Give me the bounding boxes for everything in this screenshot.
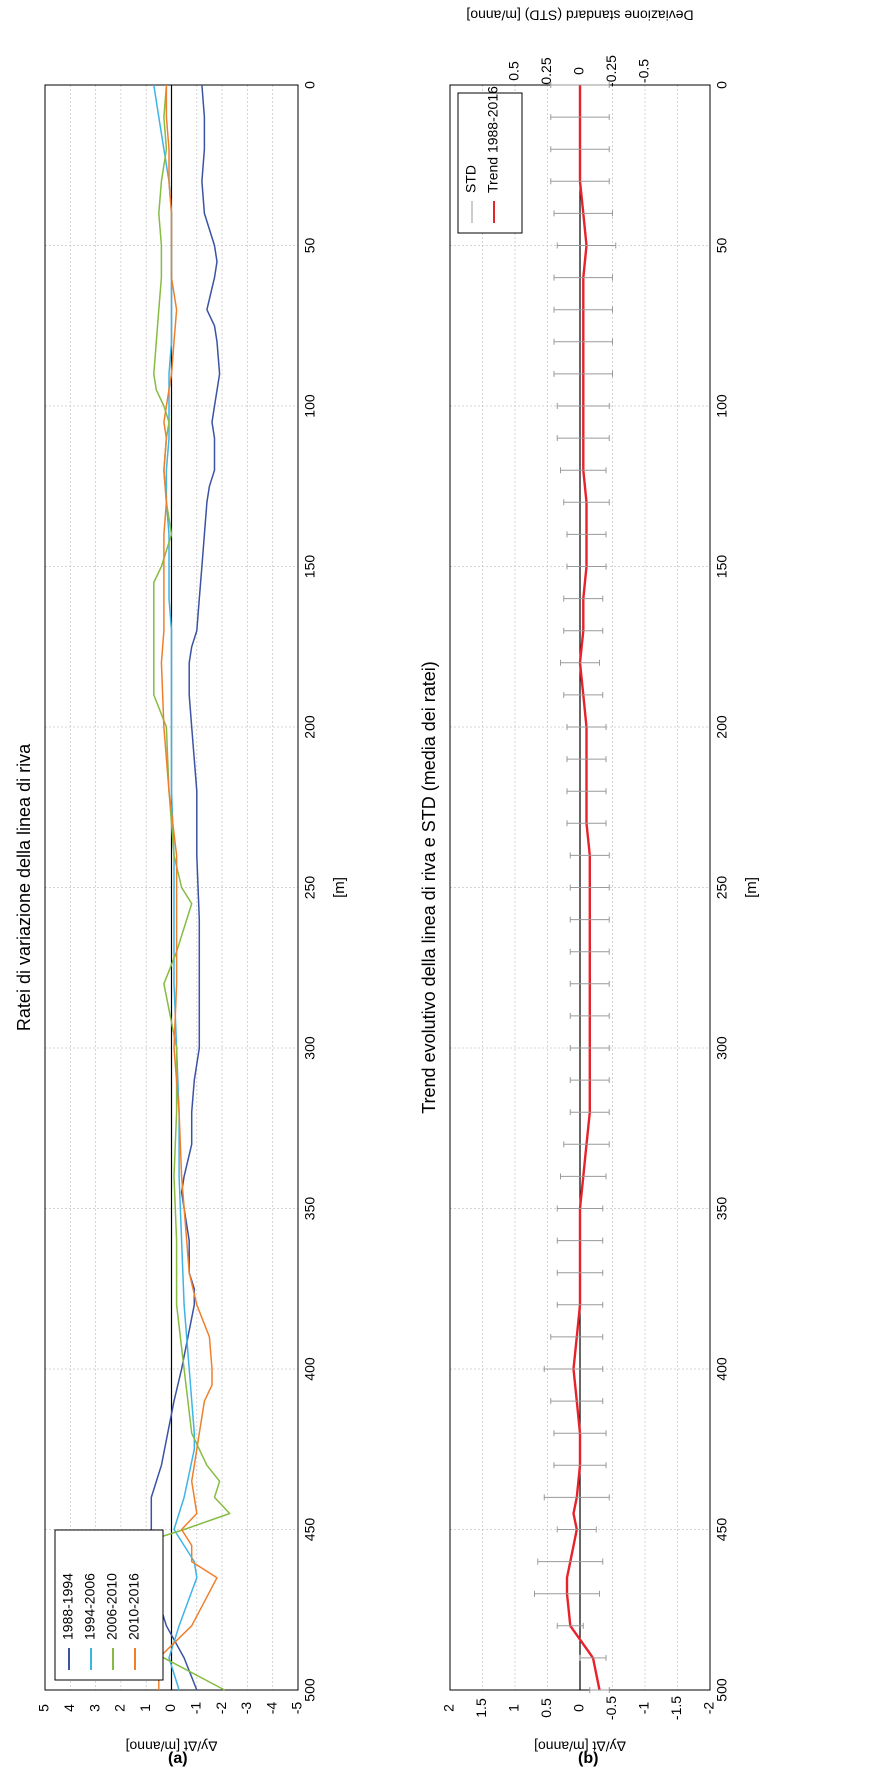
x-tick-label: 100 — [714, 394, 730, 418]
x-tick-label: 200 — [302, 715, 318, 739]
legend: 1988-1994 1994-2006 2006-2010 2010-2016 — [54, 1529, 164, 1681]
y-axis-label: Δy/Δt [m/anno] — [126, 1738, 218, 1754]
chart-title: Trend evolutivo della linea di riva e ST… — [419, 661, 439, 1114]
y-right-tick-label: 0 — [571, 67, 587, 75]
y-tick-label: -1.5 — [668, 1696, 684, 1720]
x-tick-label: 400 — [714, 1357, 730, 1381]
y-tick-label: 3 — [86, 1704, 102, 1712]
y-right-tick-label: -0.5 — [636, 59, 652, 83]
x-tick-label: 100 — [302, 394, 318, 418]
x-tick-label: 50 — [302, 238, 318, 254]
legend-box — [54, 1529, 164, 1681]
y-axis-label: Δy/Δt [m/anno] — [534, 1738, 626, 1754]
series-line-2006-2010 — [84, 84, 231, 1691]
x-tick-label: 450 — [714, 1518, 730, 1542]
x-tick-label: 0 — [714, 81, 730, 89]
y-tick-label: 4 — [61, 1704, 77, 1712]
y-right-axis-label: Deviazione standard (STD) [m/anno] — [466, 7, 693, 23]
y-tick-label: -1 — [188, 1702, 204, 1715]
y-tick-label: 0 — [162, 1704, 178, 1712]
y-tick-label: 1 — [137, 1704, 153, 1712]
legend-entry: 2010-2016 — [126, 1573, 142, 1640]
y-tick-label: -2 — [701, 1702, 717, 1715]
y-tick-label: -1 — [636, 1702, 652, 1715]
y-right-tick-label: 0.25 — [538, 57, 554, 84]
legend-entry: 1988-1994 — [60, 1573, 76, 1640]
x-tick-label: 300 — [302, 1036, 318, 1060]
y-tick-label: -2 — [213, 1702, 229, 1715]
legend-entry: 2006-2010 — [104, 1573, 120, 1640]
x-tick-label: 150 — [302, 555, 318, 579]
y-tick-label: 5 — [36, 1704, 52, 1712]
x-tick-label: 500 — [302, 1678, 318, 1702]
y-tick-label: 1.5 — [473, 1698, 489, 1718]
chart-b: 0 50 100 150 200 250 300 350 400 450 500 2 1.5 1 0.5 0 -… — [419, 7, 760, 1754]
caption-b: (b) — [578, 1750, 599, 1767]
legend: STD Trend 1988-2016 — [457, 86, 523, 234]
x-tick-label: 200 — [714, 715, 730, 739]
y-tick-label: -0.5 — [603, 1696, 619, 1720]
y-tick-label: -5 — [289, 1702, 305, 1715]
x-tick-label: 300 — [714, 1036, 730, 1060]
x-axis-label: [m] — [743, 877, 760, 898]
x-tick-label: 450 — [302, 1518, 318, 1542]
chart-title: Ratei di variazione della linea di riva — [14, 743, 34, 1031]
x-tick-label: 500 — [714, 1678, 730, 1702]
x-tick-label: 250 — [302, 876, 318, 900]
legend-entry: Trend 1988-2016 — [485, 86, 501, 193]
x-tick-label: 50 — [714, 238, 730, 254]
x-tick-label: 350 — [714, 1197, 730, 1221]
x-tick-label: 350 — [302, 1197, 318, 1221]
legend-entry: STD — [463, 165, 479, 193]
legend-entry: 1994-2006 — [82, 1573, 98, 1640]
series-line-1994-2006 — [153, 84, 198, 1691]
chart-a: 0 50 100 150 200 250 300 350 400 450 500 5 4 3 2 1 0 -1 -2… — [14, 81, 348, 1754]
legend-box — [457, 92, 523, 234]
y-tick-label: -3 — [238, 1702, 254, 1715]
y-tick-label: 2 — [112, 1704, 128, 1712]
x-tick-label: 400 — [302, 1357, 318, 1381]
caption-a: (a) — [168, 1750, 188, 1767]
y-tick-label: 1 — [506, 1704, 522, 1712]
y-right-tick-label: 0.5 — [506, 61, 522, 81]
x-axis-label: [m] — [331, 877, 348, 898]
series-line-2010-2016 — [158, 85, 218, 1690]
x-tick-label: 250 — [714, 876, 730, 900]
x-tick-label: 0 — [302, 81, 318, 89]
x-tick-label: 150 — [714, 555, 730, 579]
y-tick-label: -4 — [263, 1702, 279, 1715]
y-tick-label: 0 — [571, 1704, 587, 1712]
y-right-tick-label: -0.25 — [603, 55, 619, 87]
y-tick-label: 2 — [441, 1704, 457, 1712]
plot-frame — [44, 84, 299, 1691]
y-tick-label: 0.5 — [538, 1698, 554, 1718]
series-line-1988-1994 — [150, 84, 221, 1691]
